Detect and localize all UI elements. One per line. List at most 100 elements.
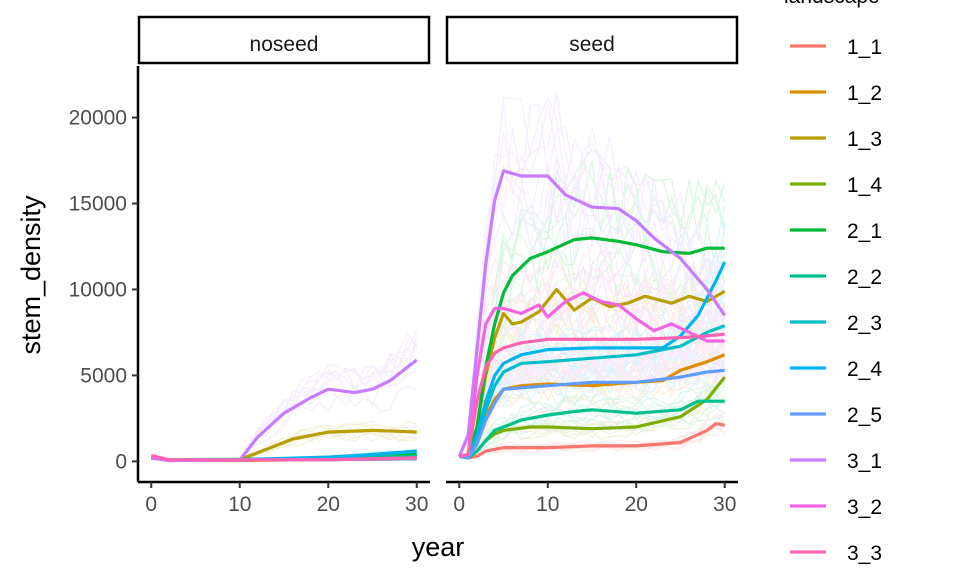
replicate-line-1_3	[459, 299, 726, 458]
replicate-line-1_1	[459, 411, 725, 458]
legend-label: 1_2	[847, 82, 882, 105]
y-tick-label: 20000	[69, 107, 127, 130]
replicate-line-3_1	[458, 128, 726, 458]
legend-title: landscape	[784, 0, 880, 8]
legend-label: 2_5	[847, 404, 882, 427]
legend-entry-2_4: 2_4	[790, 358, 882, 381]
facet-strip-noseed	[137, 15, 431, 65]
legend-label: 1_1	[847, 36, 882, 59]
replicate-line-2_3	[459, 326, 726, 459]
series-line-2_5	[458, 368, 725, 460]
legend-label: 2_2	[847, 266, 882, 289]
replicate-line-3_2	[459, 248, 726, 457]
y-axis: 0 5000 10000 15000 20000	[69, 66, 140, 482]
legend-label: 1_3	[847, 128, 882, 151]
legend-entry-2_1: 2_1	[790, 220, 882, 243]
series-line-2_2	[458, 399, 725, 460]
replicate-line-1_2	[459, 355, 725, 459]
legend-entry-2_3: 2_3	[790, 312, 882, 335]
replicate-line-3_1	[458, 96, 726, 456]
replicate-line-3_1	[458, 164, 726, 457]
legend-label: 2_4	[847, 358, 882, 381]
replicate-line-3_3	[459, 339, 725, 459]
legend-entry-1_4: 1_4	[790, 174, 882, 197]
replicate-line-3_1	[458, 189, 726, 458]
replicate-line-3_1	[458, 103, 726, 457]
replicate-line-2_1	[459, 148, 726, 456]
replicate-line-2_2	[459, 409, 725, 460]
facet-strip-label: seed	[569, 33, 615, 56]
x-tick-label: 10	[536, 493, 559, 516]
replicate-line-2_4	[459, 307, 726, 459]
series-line-3_3	[150, 453, 417, 462]
x-tick-label: 20	[625, 493, 648, 516]
replicate-lines	[458, 92, 726, 460]
series-line-3_3	[458, 332, 725, 458]
replicate-line-2_1	[459, 173, 726, 456]
replicate-line-2_3	[459, 336, 725, 460]
legend-entry-2_5: 2_5	[790, 404, 882, 427]
facet-strip-seed	[445, 15, 739, 65]
legend: landscape 1_1 1_2 1_3 1_4 2_1 2_2 2_3 2_4 2_5 3_1…	[784, 0, 882, 565]
series-lines	[150, 358, 418, 463]
replicate-line-3_3	[459, 349, 726, 458]
legend-entry-3_1: 3_1	[790, 450, 882, 473]
facet-panel-noseed: noseed	[137, 15, 431, 463]
replicate-line-3_1	[458, 102, 726, 456]
legend-entry-1_2: 1_2	[790, 82, 882, 105]
x-tick-label: 0	[145, 493, 157, 516]
replicate-line-2_2	[459, 382, 725, 458]
legend-entry-1_1: 1_1	[790, 36, 882, 59]
replicate-line-2_4	[459, 221, 726, 459]
y-tick-label: 10000	[69, 278, 127, 301]
series-line-3_1	[457, 169, 727, 457]
replicate-line-2_1	[459, 241, 726, 458]
legend-entry-3_3: 3_3	[790, 542, 882, 565]
legend-items: 1_1 1_2 1_3 1_4 2_1 2_2 2_3 2_4 2_5 3_1 3_2 3_3	[790, 36, 882, 565]
replicate-line-2_4	[459, 204, 726, 458]
legend-label: 1_4	[847, 174, 882, 197]
replicate-line-2_2	[459, 376, 726, 458]
y-axis-title: stem_density	[16, 195, 46, 355]
legend-label: 2_3	[847, 312, 882, 335]
replicate-line-3_1	[458, 156, 726, 457]
x-tick-label: 30	[713, 493, 736, 516]
y-tick-label: 5000	[80, 364, 127, 387]
facet-strip-label: noseed	[250, 33, 319, 56]
y-tick-label: 15000	[69, 193, 127, 216]
replicate-line-1_1	[459, 424, 726, 460]
series-line-3_2	[458, 291, 725, 458]
legend-label: 3_3	[847, 542, 882, 565]
replicate-line-3_3	[459, 341, 726, 458]
facet-panel-seed: seed	[445, 15, 739, 460]
x-tick-label: 20	[317, 493, 340, 516]
replicate-line-1_4	[459, 390, 726, 459]
legend-entry-3_2: 3_2	[790, 496, 882, 519]
replicate-line-2_1	[459, 160, 726, 456]
series-lines	[457, 169, 727, 460]
x-tick-label: 10	[228, 493, 251, 516]
replicate-line-2_1	[459, 214, 725, 458]
replicate-line-2_5	[459, 338, 726, 458]
replicate-line-3_1	[151, 385, 417, 462]
replicate-line-2_3	[459, 324, 726, 460]
panels-layer: noseed seed	[137, 15, 739, 463]
legend-entry-2_2: 2_2	[790, 266, 882, 289]
replicate-line-1_3	[459, 275, 726, 458]
replicate-line-3_1	[458, 92, 726, 455]
replicate-line-2_3	[459, 294, 726, 459]
legend-label: 2_1	[847, 220, 882, 243]
legend-label: 3_2	[847, 496, 882, 519]
replicate-line-1_3	[459, 302, 726, 459]
x-axis: 0 10 20 30 0 10 20 30	[138, 480, 738, 516]
replicate-line-3_2	[459, 233, 726, 455]
replicate-line-2_4	[459, 306, 726, 459]
legend-entry-1_3: 1_3	[790, 128, 882, 151]
x-tick-label: 30	[405, 493, 428, 516]
y-tick-label: 0	[115, 450, 127, 473]
replicate-line-1_1	[459, 425, 726, 460]
replicate-line-2_5	[459, 357, 726, 459]
replicate-line-2_1	[459, 159, 726, 457]
series-line-1_1	[458, 422, 726, 460]
